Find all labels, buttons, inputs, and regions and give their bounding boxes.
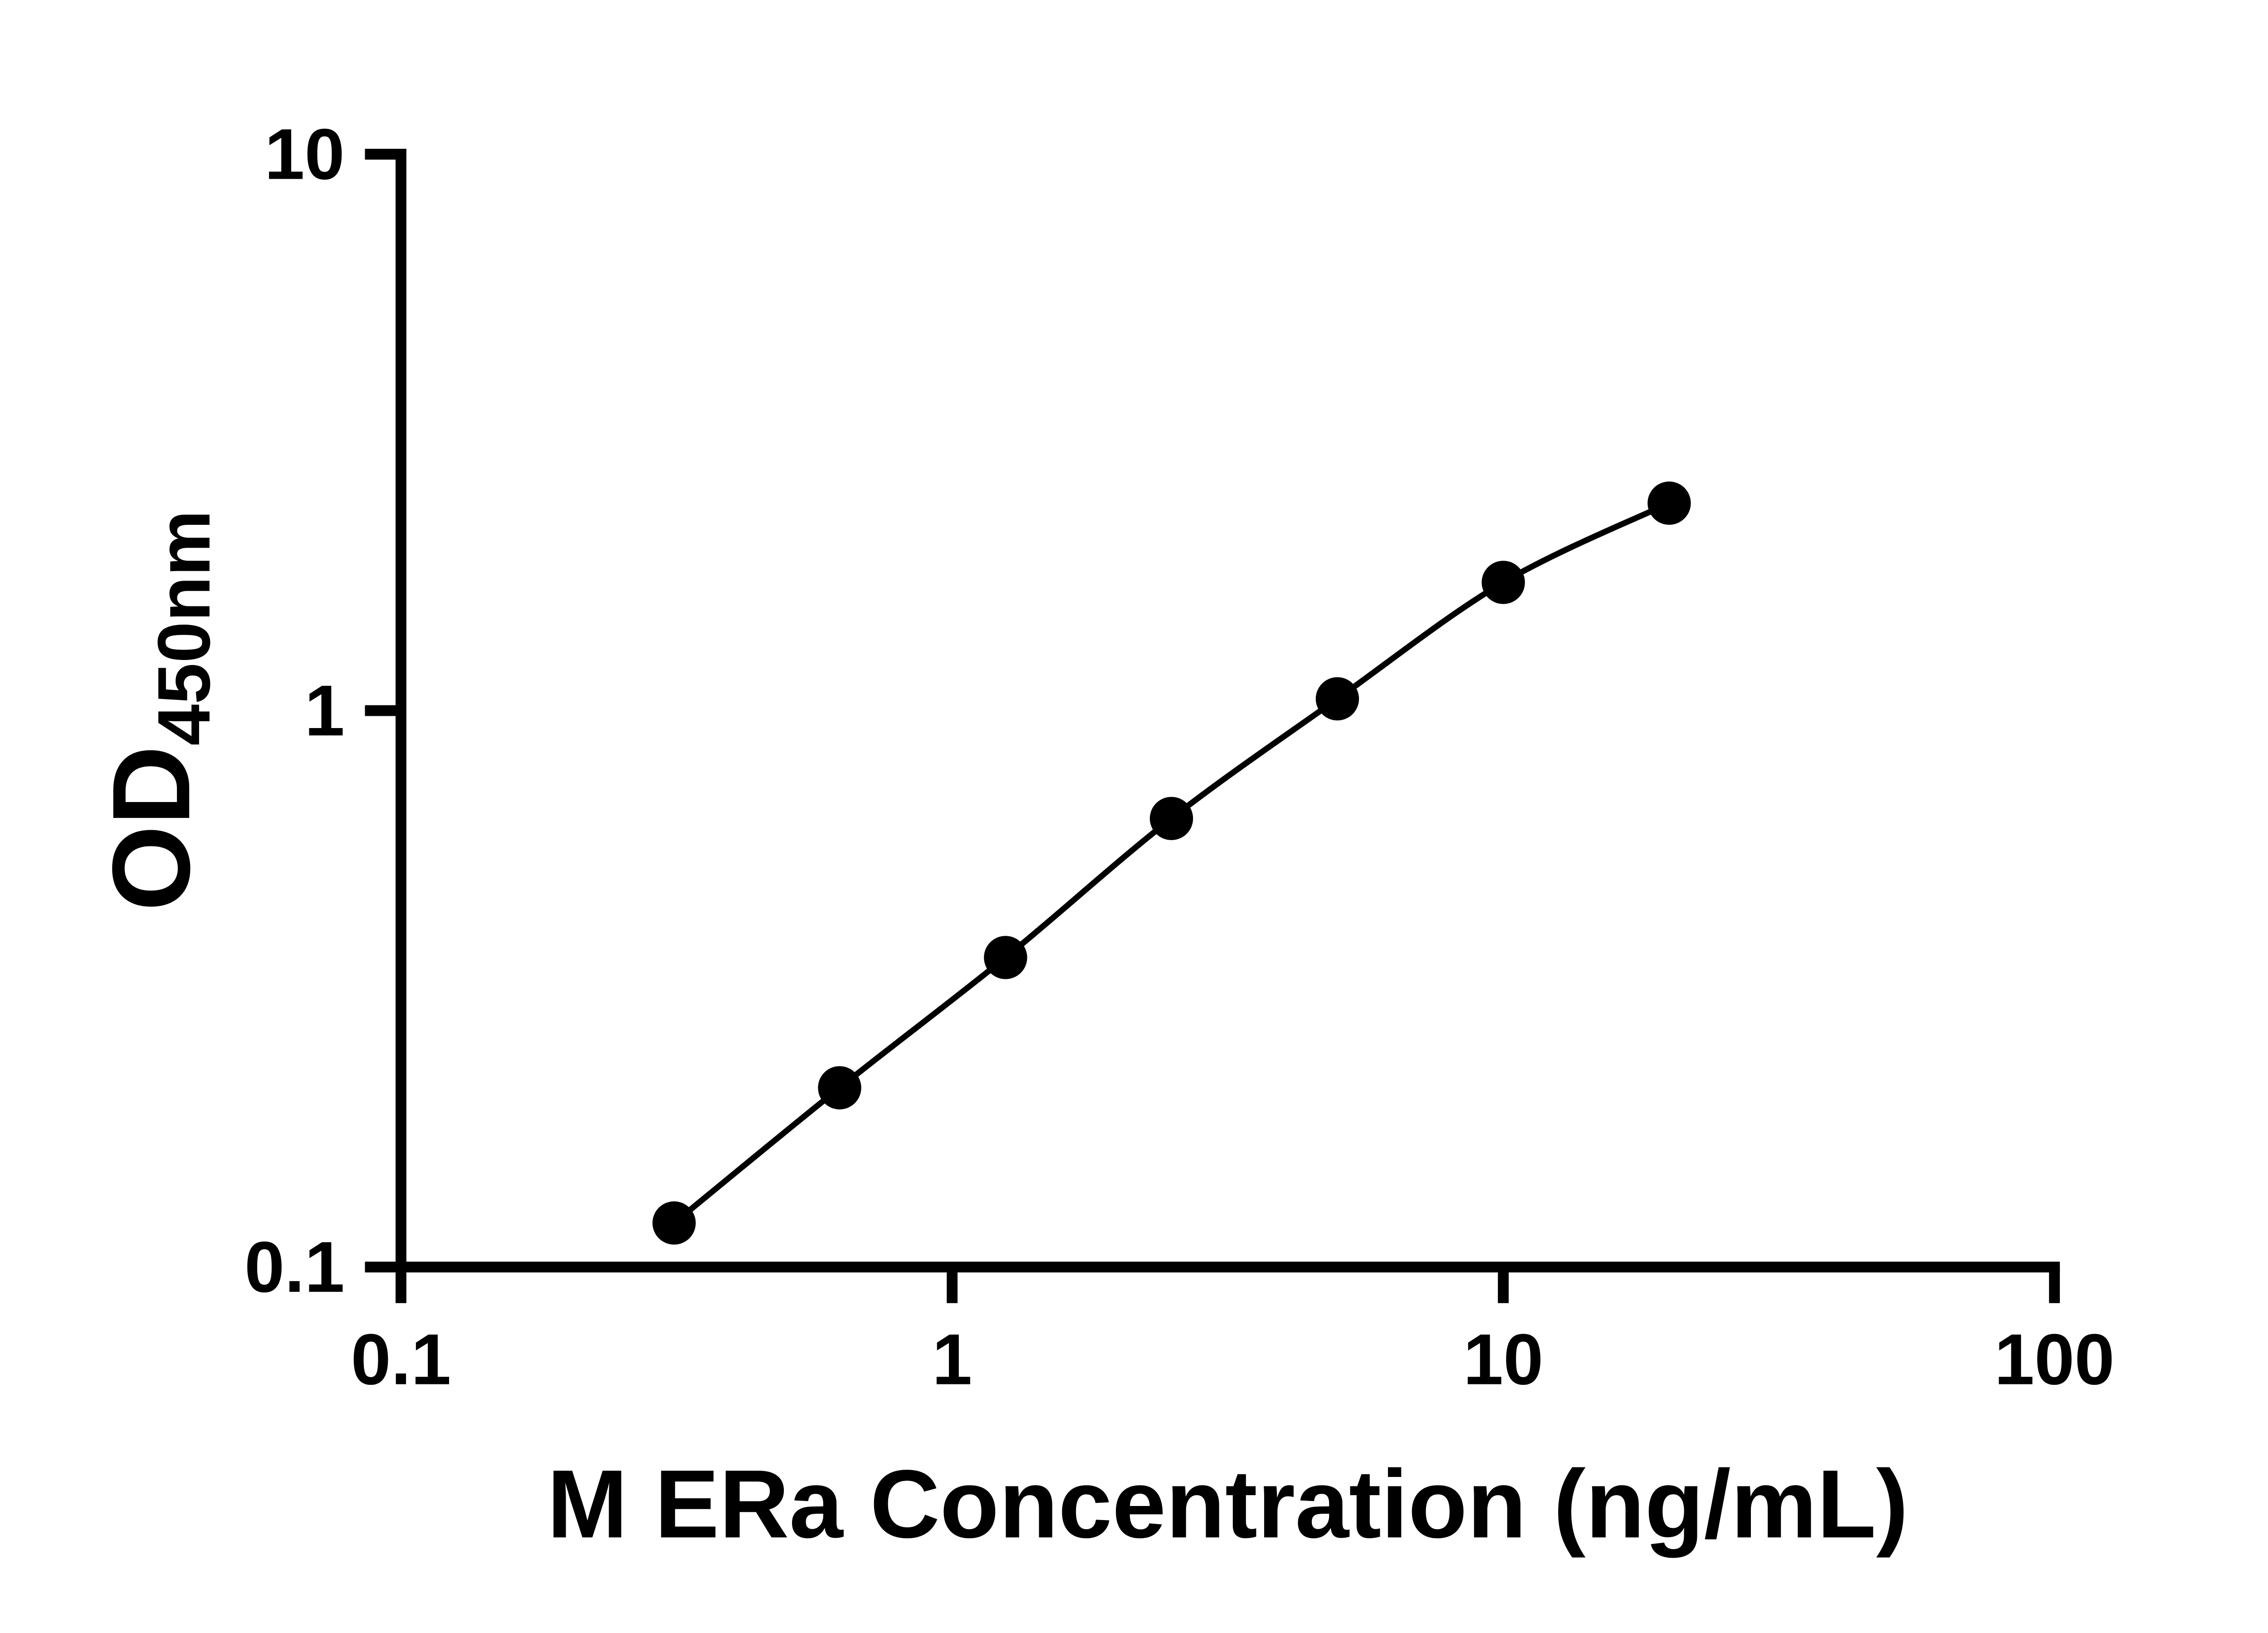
x-axis-tick-label: 10 — [1463, 1319, 1544, 1399]
data-point — [1315, 677, 1359, 721]
data-point — [1481, 561, 1525, 604]
y-axis-title-main: OD — [89, 746, 213, 911]
curve-layer — [672, 500, 1671, 1226]
y-axis-tick-label: 0.1 — [244, 1227, 345, 1307]
data-point — [1149, 797, 1193, 841]
tick-labels-layer: 0.1 1 10 100 0.1 1 10 — [244, 114, 2115, 1400]
y-axis-tick-label: 10 — [264, 114, 345, 195]
x-axis-title: M ERa Concentration (ng/mL) — [547, 1450, 1908, 1558]
data-point — [818, 1066, 861, 1110]
x-axis-tick-label: 1 — [932, 1319, 972, 1399]
data-point — [984, 936, 1027, 979]
y-axis-title-subscript: 450nm — [142, 510, 225, 745]
axis-spine — [396, 149, 2060, 1273]
x-axis-tick-label: 0.1 — [351, 1319, 451, 1399]
data-point — [652, 1201, 696, 1245]
data-point — [1647, 481, 1691, 525]
y-axis-title: OD450nm — [89, 510, 225, 911]
y-axis-tick-label: 1 — [304, 670, 344, 751]
x-axis-tick-label: 100 — [1994, 1319, 2115, 1399]
points-layer — [652, 481, 1691, 1245]
axes-layer — [365, 149, 2060, 1303]
fit-curve — [672, 500, 1671, 1226]
